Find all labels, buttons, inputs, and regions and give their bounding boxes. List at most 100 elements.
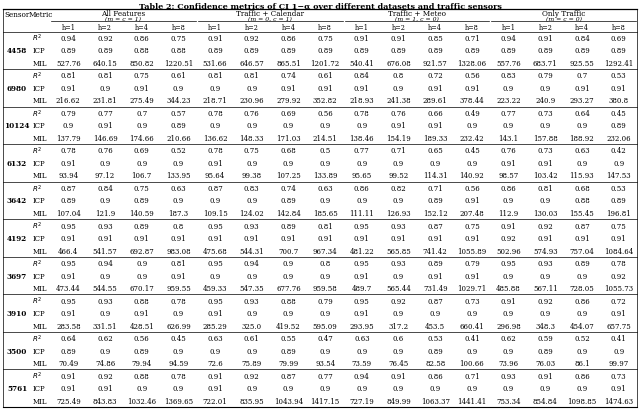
Text: 1032.46: 1032.46: [127, 397, 156, 405]
Text: (m = 1, c = 0): (m = 1, c = 0): [395, 17, 439, 22]
Text: All Features: All Features: [101, 10, 145, 18]
Text: 0.9: 0.9: [577, 160, 588, 168]
Text: 0.9: 0.9: [503, 309, 514, 317]
Text: 0.9: 0.9: [283, 272, 294, 280]
Text: 0.89: 0.89: [428, 259, 443, 267]
Text: 865.51: 865.51: [276, 60, 301, 67]
Text: 0.89: 0.89: [390, 47, 406, 55]
Text: 0.89: 0.89: [280, 222, 296, 230]
Text: 109.15: 109.15: [203, 209, 227, 218]
Text: 289.61: 289.61: [423, 97, 447, 105]
Text: 3500: 3500: [7, 347, 27, 355]
Text: 73.59: 73.59: [352, 360, 372, 367]
Text: 0.9: 0.9: [246, 384, 257, 392]
Text: 0.91: 0.91: [134, 85, 150, 92]
Text: 0.9: 0.9: [173, 197, 184, 205]
Text: 155.45: 155.45: [570, 209, 595, 218]
Text: ICP: ICP: [33, 384, 45, 392]
Text: 0.91: 0.91: [244, 234, 260, 243]
Text: 126.93: 126.93: [386, 209, 411, 218]
Text: 0.89: 0.89: [574, 259, 590, 267]
Text: 0.79: 0.79: [464, 259, 480, 267]
Text: 0.78: 0.78: [611, 259, 627, 267]
Text: 0.9: 0.9: [356, 122, 367, 130]
Text: 380.8: 380.8: [609, 97, 628, 105]
Text: 0.79: 0.79: [60, 110, 76, 117]
Text: 0.89: 0.89: [97, 47, 113, 55]
Text: MIL: MIL: [33, 397, 47, 405]
Text: 967.34: 967.34: [313, 247, 337, 255]
Text: 70.49: 70.49: [58, 360, 79, 367]
Text: 0.81: 0.81: [60, 72, 76, 80]
Text: 0.61: 0.61: [317, 72, 333, 80]
Text: 0.86: 0.86: [574, 372, 590, 380]
Text: 983.08: 983.08: [166, 247, 191, 255]
Text: 850.82: 850.82: [129, 60, 154, 67]
Text: 757.04: 757.04: [570, 247, 595, 255]
Text: 214.51: 214.51: [313, 135, 337, 143]
Text: 959.55: 959.55: [166, 284, 191, 292]
Text: 107.25: 107.25: [276, 172, 301, 180]
Text: 0.9: 0.9: [393, 384, 404, 392]
Text: 148.33: 148.33: [239, 135, 264, 143]
Text: 0.9: 0.9: [99, 85, 111, 92]
Text: 0.9: 0.9: [319, 272, 331, 280]
Text: 541.57: 541.57: [93, 247, 117, 255]
Text: 210.66: 210.66: [166, 135, 191, 143]
Text: MIL: MIL: [33, 322, 47, 330]
Text: 0.75: 0.75: [134, 72, 150, 80]
Text: 0.9: 0.9: [136, 160, 147, 168]
Text: 0.93: 0.93: [97, 222, 113, 230]
Text: 1220.51: 1220.51: [164, 60, 193, 67]
Text: 0.77: 0.77: [500, 110, 516, 117]
Text: 0.91: 0.91: [60, 234, 76, 243]
Text: 0.77: 0.77: [317, 372, 333, 380]
Text: 657.75: 657.75: [606, 322, 631, 330]
Text: 73.96: 73.96: [499, 360, 518, 367]
Text: 75.89: 75.89: [242, 360, 262, 367]
Text: 0.91: 0.91: [354, 272, 370, 280]
Text: 0.71: 0.71: [390, 147, 406, 155]
Text: 0.9: 0.9: [540, 384, 551, 392]
Text: 459.33: 459.33: [203, 284, 227, 292]
Text: MIL: MIL: [33, 360, 47, 367]
Text: 0.73: 0.73: [611, 372, 627, 380]
Text: 0.57: 0.57: [170, 110, 186, 117]
Text: 0.92: 0.92: [97, 372, 113, 380]
Text: 0.89: 0.89: [134, 347, 150, 355]
Text: h=1: h=1: [502, 24, 516, 32]
Text: 0.63: 0.63: [207, 334, 223, 342]
Text: 0.9: 0.9: [209, 122, 221, 130]
Text: 0.53: 0.53: [611, 72, 627, 80]
Text: 231.81: 231.81: [93, 97, 117, 105]
Text: 0.9: 0.9: [136, 122, 147, 130]
Text: 0.71: 0.71: [428, 184, 443, 193]
Text: 0.9: 0.9: [99, 309, 111, 317]
Text: 0.92: 0.92: [611, 272, 627, 280]
Text: 0.91: 0.91: [207, 35, 223, 43]
Text: 1201.72: 1201.72: [310, 60, 340, 67]
Text: (m = c = 0): (m = c = 0): [546, 17, 582, 22]
Text: 0.9: 0.9: [283, 160, 294, 168]
Text: 0.91: 0.91: [354, 234, 370, 243]
Text: 171.03: 171.03: [276, 135, 301, 143]
Text: 0.95: 0.95: [60, 297, 76, 305]
Text: 473.44: 473.44: [56, 284, 81, 292]
Text: 0.52: 0.52: [574, 334, 590, 342]
Text: 0.87: 0.87: [207, 184, 223, 193]
Text: 146.69: 146.69: [93, 135, 117, 143]
Text: 0.7: 0.7: [577, 72, 588, 80]
Text: h=4: h=4: [428, 24, 442, 32]
Text: 540.41: 540.41: [349, 60, 374, 67]
Text: h=1: h=1: [61, 24, 76, 32]
Text: 0.9: 0.9: [136, 272, 147, 280]
Text: 1098.85: 1098.85: [567, 397, 596, 405]
Text: 107.04: 107.04: [56, 209, 81, 218]
Text: 0.66: 0.66: [428, 110, 443, 117]
Text: 76.03: 76.03: [535, 360, 556, 367]
Text: h=4: h=4: [135, 24, 148, 32]
Text: 0.9: 0.9: [540, 85, 551, 92]
Text: $R^2$: $R^2$: [33, 108, 42, 119]
Text: 0.9: 0.9: [99, 347, 111, 355]
Text: 136.62: 136.62: [203, 135, 227, 143]
